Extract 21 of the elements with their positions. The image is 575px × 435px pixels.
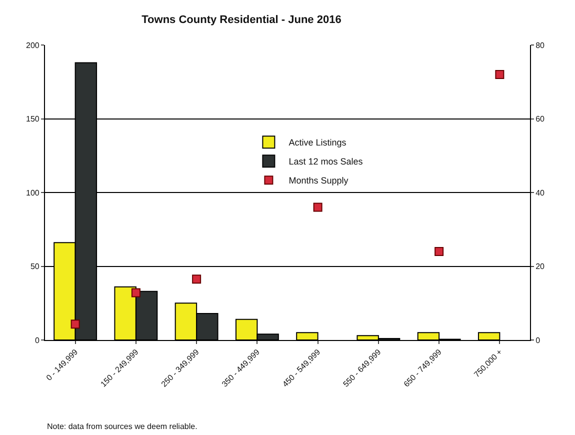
legend-label: Months Supply <box>288 176 349 186</box>
y-tick-label: 200 <box>26 40 40 50</box>
y2-tick-label: 40 <box>536 188 546 198</box>
point <box>70 320 80 329</box>
point <box>192 274 202 284</box>
y2-tick-label: 60 <box>536 114 546 124</box>
point <box>495 70 504 79</box>
legend-label: Active Listings <box>288 138 347 148</box>
y-tick-label: 150 <box>26 114 40 124</box>
y2-tick-label: 20 <box>536 262 546 272</box>
point <box>313 202 322 212</box>
y-tick-label: 100 <box>26 188 40 198</box>
y2-tick-label: 80 <box>536 40 546 50</box>
point <box>434 247 444 256</box>
y2-tick-label: 0 <box>536 336 541 345</box>
y-tick-label: 50 <box>30 262 40 272</box>
point <box>131 288 140 298</box>
y-tick-label: 0 <box>34 336 40 345</box>
text: Note: data from sources we deem reliable. <box>47 422 198 431</box>
legend-label: Last 12 mos Sales <box>288 156 364 167</box>
chart-title: Towns County Residential - June 2016 <box>142 14 342 26</box>
